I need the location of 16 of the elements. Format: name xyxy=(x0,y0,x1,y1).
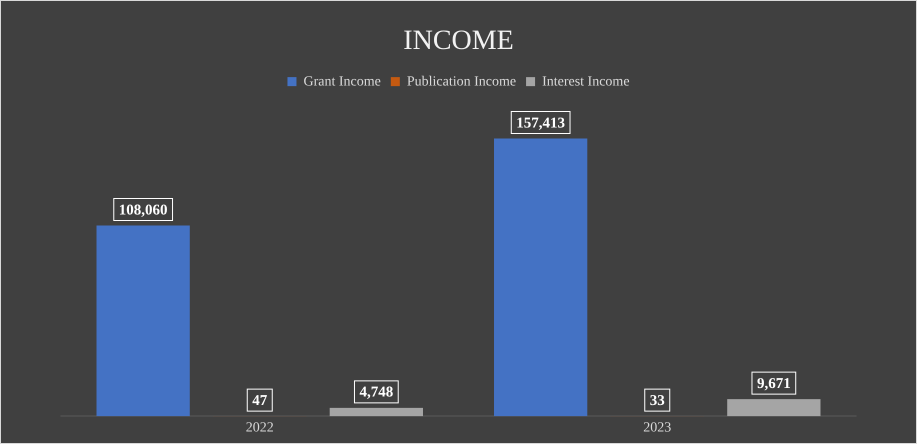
chart-title: INCOME xyxy=(403,25,514,56)
data-label: 4,748 xyxy=(359,384,394,401)
data-label: 108,060 xyxy=(118,202,168,218)
x-tick-label: 2023 xyxy=(643,420,672,436)
data-label: 47 xyxy=(252,392,268,409)
bar xyxy=(96,226,190,416)
bar xyxy=(494,138,588,416)
legend-label: Grant Income xyxy=(303,74,381,90)
x-tick-label: 2022 xyxy=(246,420,274,436)
data-label: 9,671 xyxy=(756,376,791,392)
data-label: 157,413 xyxy=(516,115,566,132)
bar xyxy=(727,399,820,416)
bar xyxy=(330,408,423,416)
legend-label: Interest Income xyxy=(542,74,630,90)
legend-label: Publication Income xyxy=(406,74,516,90)
data-label: 33 xyxy=(650,393,665,410)
